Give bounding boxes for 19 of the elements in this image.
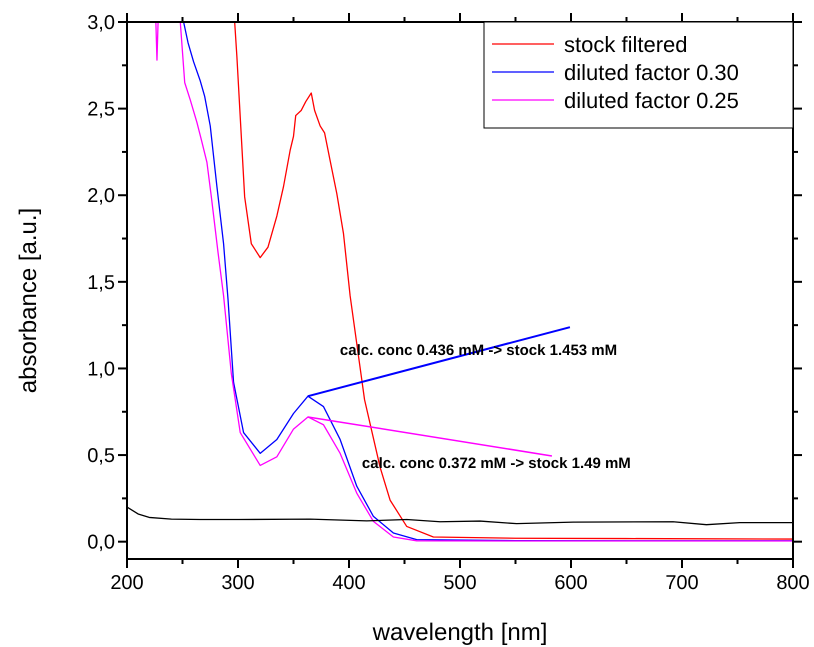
legend-label: diluted factor 0.30: [564, 60, 739, 85]
y-tick-label: 2,5: [87, 98, 115, 121]
x-axis-title: wavelength [nm]: [372, 619, 548, 646]
y-tick-label: 0,0: [87, 532, 115, 554]
y-tick-label: 1,5: [87, 272, 115, 294]
x-tick-label: 200: [110, 572, 144, 594]
x-tick-label: 600: [554, 572, 588, 594]
legend-label: diluted factor 0.25: [564, 88, 739, 113]
y-axis-title: absorbance [a.u.]: [15, 208, 42, 394]
y-tick-label: 0,5: [87, 445, 115, 468]
x-tick-label: 300: [221, 572, 255, 594]
x-tick-label: 700: [665, 572, 699, 594]
y-tick-label: 3,0: [87, 12, 115, 34]
y-tick-label: 1,0: [87, 358, 115, 380]
x-tick-label: 500: [443, 572, 477, 594]
legend-label: stock filtered: [564, 32, 688, 57]
y-tick-label: 2,0: [87, 185, 115, 208]
x-tick-label: 400: [332, 572, 366, 594]
x-tick-label: 800: [776, 572, 810, 594]
